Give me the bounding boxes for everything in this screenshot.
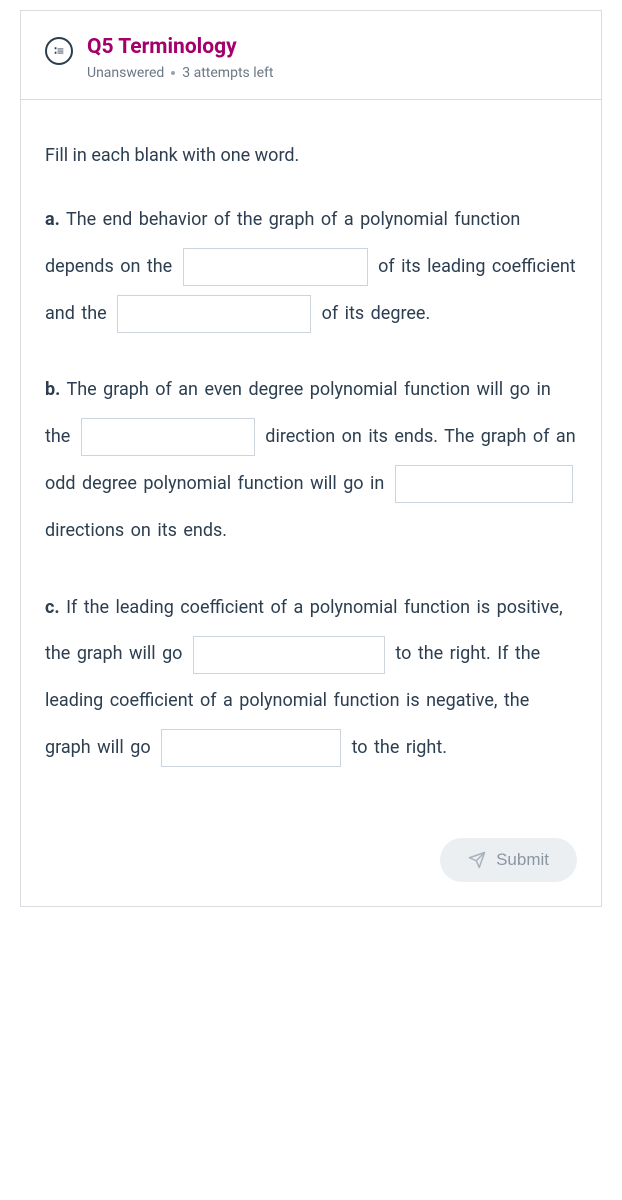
blank-b-2[interactable]: [395, 465, 573, 503]
part-a-label: a.: [45, 209, 60, 230]
question-body: Fill in each blank with one word. a. The…: [21, 100, 601, 826]
blank-c-1[interactable]: [193, 636, 385, 674]
part-b-label: b.: [45, 379, 60, 400]
question-card: ∶≡ Q5 Terminology Unanswered 3 attempts …: [20, 10, 602, 907]
part-c: c. If the leading coefficient of a polyn…: [45, 585, 577, 772]
question-footer: Submit: [21, 826, 601, 906]
submit-label: Submit: [496, 850, 549, 870]
instruction-text: Fill in each blank with one word.: [45, 142, 577, 169]
blank-c-2[interactable]: [161, 729, 341, 767]
blank-b-1[interactable]: [81, 418, 255, 456]
part-c-text-3: to the right.: [352, 737, 447, 758]
question-header: ∶≡ Q5 Terminology Unanswered 3 attempts …: [21, 11, 601, 100]
question-title: Q5 Terminology: [87, 35, 577, 59]
header-text: Q5 Terminology Unanswered 3 attempts lef…: [87, 35, 577, 81]
separator-dot: [171, 71, 175, 75]
list-icon: ∶≡: [45, 37, 73, 65]
blank-a-1[interactable]: [183, 248, 368, 286]
part-b: b. The graph of an even degree polynomia…: [45, 367, 577, 554]
attempts-text: 3 attempts left: [182, 65, 273, 81]
part-c-label: c.: [45, 597, 60, 618]
blank-a-2[interactable]: [117, 295, 311, 333]
part-a: a. The end behavior of the graph of a po…: [45, 197, 577, 337]
question-subtitle: Unanswered 3 attempts left: [87, 65, 577, 81]
part-a-text-3: of its degree.: [322, 303, 431, 324]
submit-button[interactable]: Submit: [440, 838, 577, 882]
paper-plane-icon: [468, 851, 486, 869]
part-b-text-3: directions on its ends.: [45, 520, 227, 541]
status-text: Unanswered: [87, 65, 164, 81]
